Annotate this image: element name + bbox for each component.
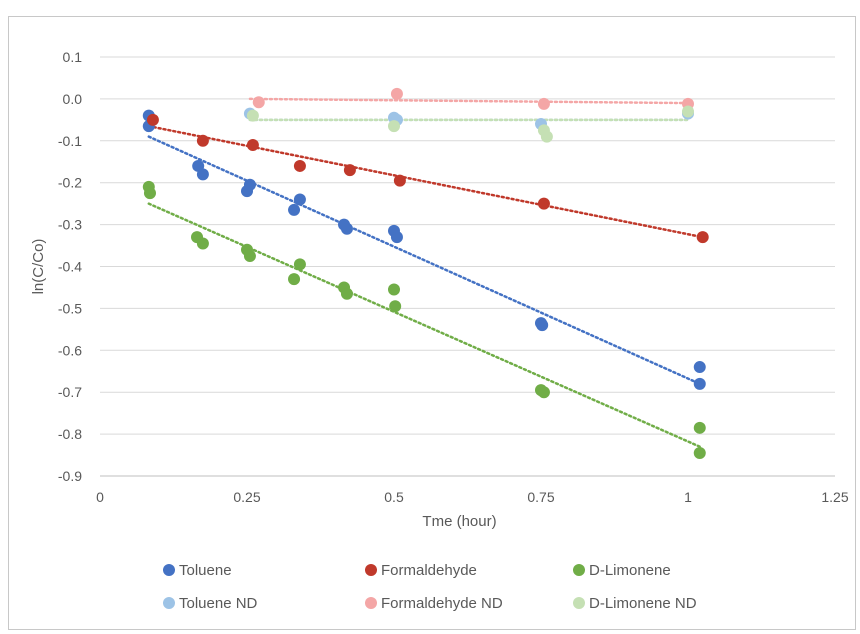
scatter-chart: 0.1 0.0 -0.1 -0.2 -0.3 -0.4 -0.5 -0.6 -0.7 -0.8 -0… bbox=[30, 49, 849, 612]
y-tick-label: -0.5 bbox=[58, 300, 82, 316]
data-point bbox=[537, 197, 550, 210]
y-tick-label: -0.2 bbox=[58, 175, 82, 191]
data-point bbox=[293, 159, 306, 172]
legend-marker bbox=[573, 564, 585, 576]
data-point bbox=[693, 361, 706, 374]
legend-label: Formaldehyde bbox=[381, 562, 477, 579]
data-point bbox=[143, 187, 156, 200]
data-point bbox=[146, 113, 159, 126]
y-tick-label: -0.8 bbox=[58, 426, 82, 442]
trendline bbox=[147, 135, 702, 386]
x-tick-label: 1.25 bbox=[821, 489, 848, 505]
x-axis-ticks: 0 0.25 0.5 0.75 1 1.25 bbox=[96, 489, 849, 505]
legend-label: D-Limonene bbox=[589, 562, 671, 579]
trendlines bbox=[147, 97, 704, 448]
y-tick-label: -0.3 bbox=[58, 217, 82, 233]
data-point bbox=[693, 421, 706, 434]
data-point bbox=[393, 174, 406, 187]
data-point bbox=[537, 97, 550, 110]
data-point bbox=[288, 203, 301, 216]
data-point bbox=[390, 87, 403, 100]
data-point bbox=[293, 193, 306, 206]
legend-label: Formaldehyde ND bbox=[381, 595, 503, 612]
data-point bbox=[693, 377, 706, 390]
data-point bbox=[246, 109, 259, 122]
data-point bbox=[390, 231, 403, 244]
y-tick-label: -0.7 bbox=[58, 384, 82, 400]
data-point bbox=[540, 130, 553, 143]
data-point bbox=[682, 105, 694, 118]
x-axis-label: Tme (hour) bbox=[422, 513, 496, 530]
data-point bbox=[246, 138, 259, 151]
data-point bbox=[537, 386, 550, 399]
data-point bbox=[388, 120, 400, 133]
data-point bbox=[288, 273, 301, 286]
x-tick-label: 0.75 bbox=[527, 489, 554, 505]
y-tick-label: -0.4 bbox=[58, 259, 82, 275]
data-point bbox=[293, 258, 306, 271]
x-tick-label: 1 bbox=[684, 489, 692, 505]
y-tick-label: -0.6 bbox=[58, 342, 82, 358]
trendline bbox=[147, 124, 704, 239]
y-axis-label: ln(C/Co) bbox=[30, 239, 47, 295]
x-tick-label: 0 bbox=[96, 489, 104, 505]
x-tick-label: 0.5 bbox=[384, 489, 404, 505]
data-point bbox=[536, 319, 549, 332]
legend-label: D-Limonene ND bbox=[589, 595, 697, 612]
data-point bbox=[693, 446, 706, 459]
y-tick-label: 0.1 bbox=[63, 49, 83, 65]
data-point bbox=[243, 250, 256, 263]
trendline bbox=[147, 202, 702, 448]
data-points bbox=[142, 87, 709, 459]
data-point bbox=[340, 287, 353, 300]
data-point bbox=[340, 222, 353, 235]
x-tick-label: 0.25 bbox=[233, 489, 260, 505]
data-point bbox=[696, 231, 709, 244]
y-tick-label: 0.0 bbox=[63, 91, 83, 107]
y-tick-label: -0.9 bbox=[58, 468, 82, 484]
legend-marker bbox=[163, 564, 175, 576]
legend-label: Toluene bbox=[179, 562, 232, 579]
data-point bbox=[196, 168, 209, 181]
data-point bbox=[252, 96, 265, 109]
legend-marker bbox=[365, 597, 377, 609]
data-point bbox=[196, 237, 209, 250]
data-point bbox=[243, 178, 256, 191]
data-point bbox=[388, 283, 400, 296]
legend-marker bbox=[163, 597, 175, 609]
y-tick-label: -0.1 bbox=[58, 133, 82, 149]
legend-marker bbox=[365, 564, 377, 576]
chart-frame: 0.1 0.0 -0.1 -0.2 -0.3 -0.4 -0.5 -0.6 -0.7 -0.8 -0… bbox=[8, 16, 856, 630]
legend-label: Toluene ND bbox=[179, 595, 258, 612]
data-point bbox=[196, 134, 209, 147]
legend: Toluene Formaldehyde D-Limonene Toluene ND F… bbox=[163, 562, 697, 612]
data-point bbox=[389, 300, 402, 313]
trendline bbox=[248, 97, 690, 105]
data-point bbox=[343, 164, 356, 177]
y-axis-ticks: 0.1 0.0 -0.1 -0.2 -0.3 -0.4 -0.5 -0.6 -0.7 -0.8 -0… bbox=[58, 49, 82, 484]
legend-marker bbox=[573, 597, 585, 609]
